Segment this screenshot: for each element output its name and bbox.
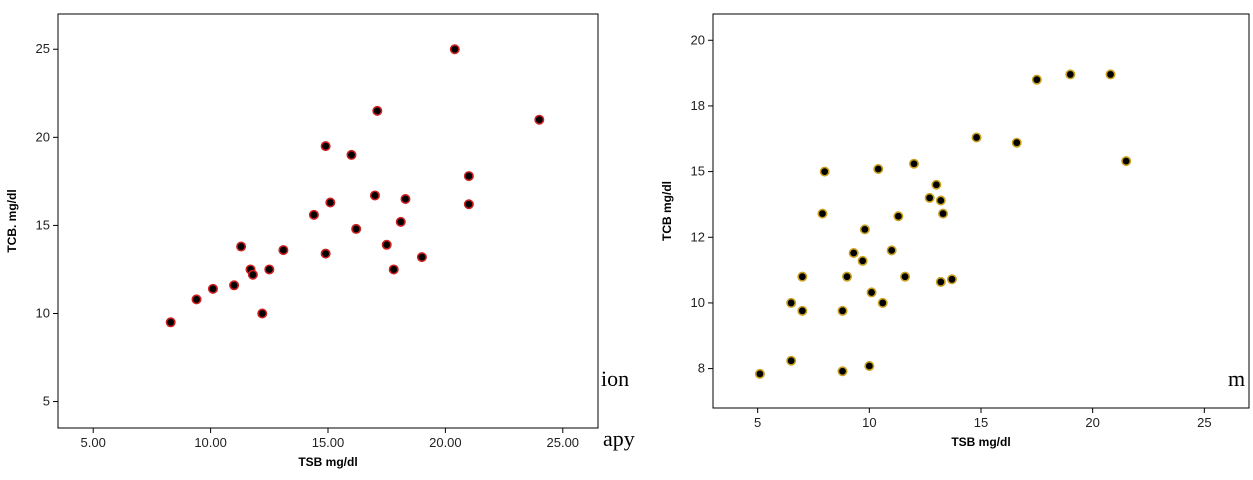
right-chart-data-point	[819, 166, 830, 177]
left-chart-data-point	[416, 252, 427, 263]
right-chart-data-point	[1105, 69, 1116, 80]
right-chart-y-tick-label: 20	[691, 32, 705, 47]
left-chart-data-point	[257, 308, 268, 319]
right-chart-data-point	[837, 305, 848, 316]
left-chart-x-tick-label: 20.00	[429, 435, 462, 450]
right-chart-data-point	[946, 274, 957, 285]
left-chart-data-point	[308, 209, 319, 220]
left-chart-data-point	[320, 141, 331, 152]
right-chart-data-point	[797, 305, 808, 316]
right-chart-data-point	[893, 211, 904, 222]
right-chart-data-point	[1011, 137, 1022, 148]
left-chart-y-tick-label: 20	[36, 129, 50, 144]
right-chart-x-tick-label: 10	[862, 415, 876, 430]
text-fragment-ion: ion	[601, 366, 630, 391]
scatter-chart-left-svg: 5.00 10.00 15.00 20.00 25.00 5 10 15 20 25 TSB mg/…	[5, 13, 599, 469]
right-chart-data-point	[857, 255, 868, 266]
right-chart-data-point	[924, 192, 935, 203]
right-chart-y-tick-label: 8	[698, 361, 705, 376]
right-chart-x-tick-label: 5	[754, 415, 761, 430]
scatter-chart-right: 5 10 15 20 25 8 10 12 15 18 20 TSB mg/dl TCB mg/dl	[660, 0, 1253, 480]
left-chart-data-point	[534, 114, 545, 125]
right-chart-x-tick-label: 20	[1085, 415, 1099, 430]
right-chart-data-point	[931, 179, 942, 190]
scatter-chart-right-svg: 5 10 15 20 25 8 10 12 15 18 20 TSB mg/dl TCB mg/dl	[660, 13, 1250, 449]
right-chart-data-point	[859, 224, 870, 235]
left-chart-data-point	[320, 248, 331, 259]
text-fragment-apy: apy	[603, 426, 635, 451]
right-chart-data-point	[866, 287, 877, 298]
right-chart-plot-frame	[712, 13, 1250, 409]
left-chart-data-point	[165, 317, 176, 328]
left-chart-x-tick-label: 10.00	[194, 435, 227, 450]
left-chart-x-tick-label: 15.00	[312, 435, 345, 450]
left-chart-data-point	[388, 264, 399, 275]
left-chart-data-point	[463, 171, 474, 182]
right-chart-y-tick-label: 15	[691, 164, 705, 179]
right-chart-data-point	[909, 158, 920, 169]
right-chart-data-point	[786, 297, 797, 308]
left-chart-data-point	[247, 269, 258, 280]
right-chart-data-point	[842, 271, 853, 282]
left-chart-data-point	[400, 193, 411, 204]
right-chart-data-point	[971, 132, 982, 143]
left-chart-data-point	[372, 105, 383, 116]
left-chart-y-tick-label: 25	[36, 41, 50, 56]
left-chart-data-point	[395, 216, 406, 227]
right-chart-data-point	[817, 208, 828, 219]
right-chart-x-axis-label: TSB mg/dl	[951, 435, 1010, 449]
left-chart-x-tick-label: 5.00	[81, 435, 106, 450]
right-chart-y-tick-label: 10	[691, 295, 705, 310]
left-chart-data-point	[207, 283, 218, 294]
right-chart-y-tick-label: 18	[691, 98, 705, 113]
right-chart-data-point	[848, 248, 859, 259]
left-chart-y-axis-label: TCB. mg/dl	[5, 189, 19, 252]
left-chart-data-point	[351, 223, 362, 234]
right-chart-data-point	[1065, 69, 1076, 80]
right-chart-x-tick-label: 25	[1197, 415, 1211, 430]
left-chart-data-point	[463, 199, 474, 210]
right-chart-y-axis-label: TCB mg/dl	[660, 181, 674, 241]
left-chart-y-tick-label: 5	[43, 394, 50, 409]
left-chart-x-tick-label: 25.00	[547, 435, 580, 450]
scatter-chart-left: 5.00 10.00 15.00 20.00 25.00 5 10 15 20 25 TSB mg/…	[0, 0, 600, 480]
right-chart-data-point	[1031, 74, 1042, 85]
right-chart-data-point	[935, 195, 946, 206]
text-fragment-m: m	[1228, 366, 1246, 391]
right-chart-data-point	[886, 245, 897, 256]
left-chart-data-point	[369, 190, 380, 201]
right-chart-data-point	[754, 368, 765, 379]
left-chart-plot-frame	[57, 13, 599, 429]
right-chart-data-point	[900, 271, 911, 282]
left-chart-data-point	[264, 264, 275, 275]
left-chart-data-point	[236, 241, 247, 252]
right-chart-data-point	[864, 360, 875, 371]
left-chart-y-tick-label: 10	[36, 305, 50, 320]
right-chart-x-tick-label: 15	[974, 415, 988, 430]
right-chart-data-point	[837, 366, 848, 377]
left-chart-y-tick-label: 15	[36, 217, 50, 232]
left-chart-data-point	[381, 239, 392, 250]
right-chart-data-point	[1121, 156, 1132, 167]
left-chart-data-point	[449, 44, 460, 55]
left-chart-data-point	[229, 280, 240, 291]
right-chart-y-tick-label: 12	[691, 229, 705, 244]
right-chart-data-point	[797, 271, 808, 282]
left-chart-data-point	[346, 149, 357, 160]
left-chart-data-point	[278, 245, 289, 256]
right-chart-data-point	[873, 163, 884, 174]
right-chart-data-point	[786, 355, 797, 366]
right-chart-data-point	[938, 208, 949, 219]
left-chart-data-point	[325, 197, 336, 208]
left-chart-x-axis-label: TSB mg/dl	[298, 455, 357, 469]
right-chart-data-point	[935, 276, 946, 287]
right-chart-data-point	[877, 297, 888, 308]
left-chart-data-point	[191, 294, 202, 305]
